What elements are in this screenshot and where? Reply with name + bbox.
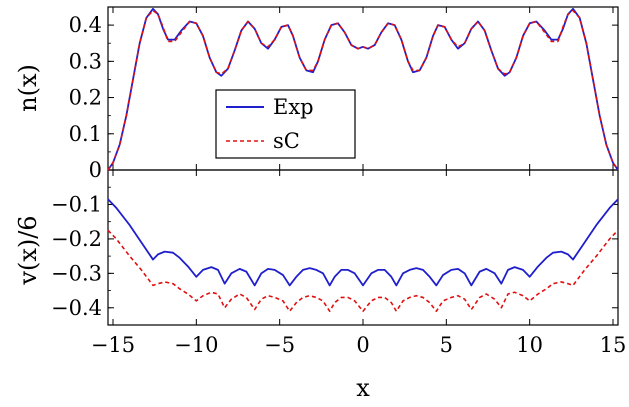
bottom-xtick-label: −10 — [174, 333, 218, 357]
top-ytick-label: 0 — [89, 158, 102, 182]
bottom-xtick-label: 5 — [440, 333, 453, 357]
bottom-xtick-label: −5 — [264, 333, 295, 357]
bottom-xtick-label: 0 — [356, 333, 369, 357]
top-ytick-label: 0.3 — [69, 49, 102, 73]
top-series-exp — [107, 7, 619, 171]
series-layer — [107, 7, 619, 313]
bottom-xtick-label: −15 — [91, 333, 135, 357]
top-ytick-label: 0.2 — [69, 86, 102, 110]
bottom-ytick-label: −0.2 — [51, 227, 102, 251]
bottom-ytick-label: −0.3 — [51, 261, 102, 285]
legend-sc-label: sC — [273, 129, 300, 153]
bottom-series-sc — [107, 229, 619, 313]
bottom-xlabel: x — [356, 374, 370, 402]
top-ylabel: n(x) — [14, 64, 42, 112]
bottom-ytick-label: −0.1 — [51, 192, 102, 216]
top-ytick-label: 0.4 — [69, 13, 102, 37]
bottom-xtick-label: 10 — [516, 333, 543, 357]
legend: Exp sC — [215, 89, 356, 159]
bottom-ytick-label: −0.4 — [51, 296, 102, 320]
top-ytick-label: 0.1 — [69, 122, 102, 146]
bottom-panel-frame — [107, 169, 619, 326]
legend-exp-label: Exp — [273, 95, 314, 119]
bottom-ylabel: v(x)/6 — [14, 215, 42, 285]
ticks-layer: 0 0.1 0.2 0.3 0.4 −0.1 −0.2 −0.3 −0.4 −15 −10 −5 0 5 1… — [51, 6, 627, 357]
top-series-sc — [107, 9, 619, 171]
legend-box — [215, 89, 356, 159]
top-panel-frame — [107, 6, 619, 171]
bottom-xtick-label: 15 — [600, 333, 627, 357]
bottom-series-exp — [107, 198, 619, 287]
